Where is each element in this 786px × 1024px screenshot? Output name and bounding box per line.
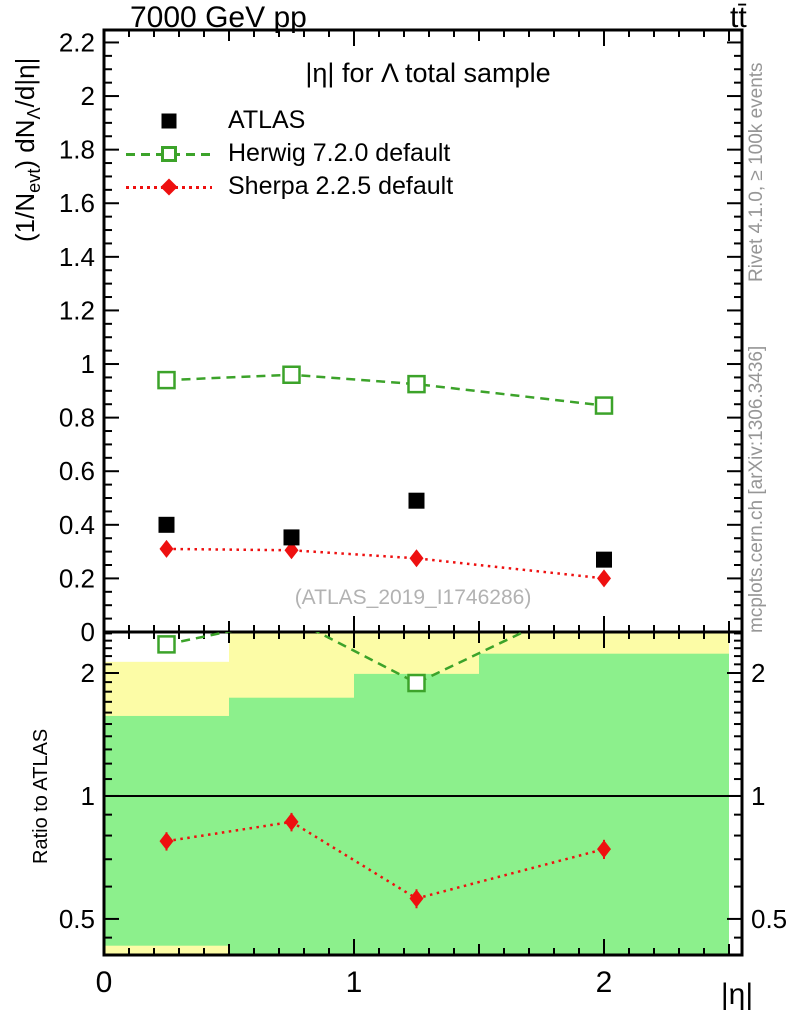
- green-band-bin0: [104, 715, 229, 946]
- ratio-ytick-label-left: 0.5: [59, 904, 95, 934]
- tick-labels: 0 0.2 0.4 0.6 0.8 1 1.2 1.4 1.6 1.8 2 2.2 0.5 0.5 1 1 2 2…: [59, 27, 786, 999]
- herwig-point: [594, 396, 614, 415]
- main-y-axis-label-segment: evt: [24, 168, 45, 193]
- ratio-panel-frame: [102, 630, 744, 957]
- x-axis-label: |η|: [720, 978, 754, 1011]
- filled-square-icon: [161, 113, 177, 128]
- analysis-id-watermark: (ATLAS_2019_I1746286): [294, 586, 532, 609]
- herwig-point: [407, 374, 426, 394]
- ratio-series: [157, 586, 612, 909]
- main-ytick-label: 2.2: [59, 27, 95, 57]
- main-y-axis-label-segment: ) dN: [10, 119, 40, 169]
- main-ytick-label: 0.6: [59, 456, 95, 486]
- open-square-icon: [161, 145, 177, 162]
- main-ytick-label: 2: [81, 81, 95, 111]
- ratio-ytick-label-right: 2: [751, 658, 765, 688]
- legend-label-atlas: ATLAS: [228, 106, 306, 134]
- main-y-axis-label-segment: (1/N: [10, 192, 40, 242]
- legend-label-herwig: Herwig 7.2.0 default: [228, 139, 451, 167]
- ratio-ytick-label-right: 0.5: [751, 904, 786, 934]
- main-ytick-label: 0.2: [59, 563, 95, 593]
- main-ytick-label: 1.8: [59, 135, 95, 165]
- beam-energy-label: 7000 GeV pp: [130, 1, 307, 34]
- herwig-ratio-point: [284, 610, 300, 626]
- legend-label-sherpa: Sherpa 2.2.5 default: [228, 172, 454, 200]
- mcplots-arxiv-note: mcplots.cern.ch [arXiv:1306.3436]: [746, 345, 767, 633]
- herwig-ratio-point: [407, 673, 426, 693]
- main-ytick-label: 1.4: [59, 242, 95, 272]
- sherpa-point: [159, 539, 174, 558]
- xtick-label: 0: [96, 966, 113, 999]
- sherpa-point: [284, 541, 299, 560]
- atlas-marker-swatch: [126, 110, 212, 132]
- filled-diamond-icon: [160, 178, 178, 195]
- legend-item-sherpa: Sherpa 2.2.5 default: [126, 170, 453, 203]
- ratio-ytick-label-left: 2: [81, 658, 95, 688]
- main-y-axis-label: (1/Nevt) dNΛ/d|η|: [10, 58, 45, 242]
- herwig-ratio-line: [166, 632, 527, 685]
- sherpa-line-swatch: [126, 176, 212, 198]
- sherpa-ratio-point: [409, 889, 424, 908]
- legend-item-atlas: ATLAS: [126, 104, 453, 137]
- panel-frames: [102, 28, 744, 957]
- ratio-uncertainty-bands: [104, 632, 729, 955]
- sherpa-ratio-point: [159, 832, 174, 851]
- herwig-ratio-point: [157, 635, 176, 654]
- atlas-point: [158, 516, 175, 533]
- legend: ATLAS Herwig 7.2.0 default Sherpa 2.2.5 …: [126, 104, 453, 203]
- herwig-point: [157, 370, 176, 390]
- ratio-ytick-label-left: 1: [81, 781, 95, 811]
- sherpa-ratio-point: [284, 812, 299, 831]
- axis-ticks: [104, 30, 742, 955]
- main-ytick-label: 1: [81, 349, 95, 379]
- ratio-y-axis-label: Ratio to ATLAS: [30, 728, 52, 864]
- ratio-ytick-label-right: 1: [751, 781, 765, 811]
- xtick-label: 2: [596, 966, 613, 999]
- main-ytick-label: 1.2: [59, 295, 95, 325]
- herwig-line: [166, 373, 605, 407]
- sherpa-ratio-point: [597, 840, 611, 859]
- main-ytick-label: 1.6: [59, 188, 95, 218]
- process-label: tt̄: [730, 1, 747, 34]
- plot-title: |η| for Λ total sample: [305, 58, 551, 88]
- herwig-ratio-point: [596, 586, 612, 602]
- sherpa-point: [409, 549, 424, 568]
- rivet-version-note: Rivet 4.1.0, ≥ 100k events: [746, 62, 767, 282]
- atlas-point: [408, 492, 425, 509]
- green-band-bin3: [479, 653, 729, 955]
- sherpa-point: [597, 569, 611, 588]
- atlas-point: [283, 529, 300, 546]
- sherpa-ratio-line: [166, 820, 605, 900]
- sherpa-line: [166, 547, 605, 580]
- main-ytick-label: 0: [81, 617, 95, 647]
- main-ytick-label: 0.8: [59, 403, 95, 433]
- main-y-axis-label-segment: Λ: [24, 107, 45, 120]
- main-series: [157, 365, 614, 588]
- herwig-point: [282, 365, 301, 384]
- green-band-bin2: [354, 673, 479, 955]
- atlas-point: [596, 551, 612, 568]
- main-y-axis-label-segment: /d|η|: [10, 57, 40, 108]
- legend-item-herwig: Herwig 7.2.0 default: [126, 137, 453, 170]
- xtick-label: 1: [346, 966, 363, 999]
- herwig-line-swatch: [126, 143, 212, 165]
- main-ytick-label: 0.4: [59, 510, 95, 540]
